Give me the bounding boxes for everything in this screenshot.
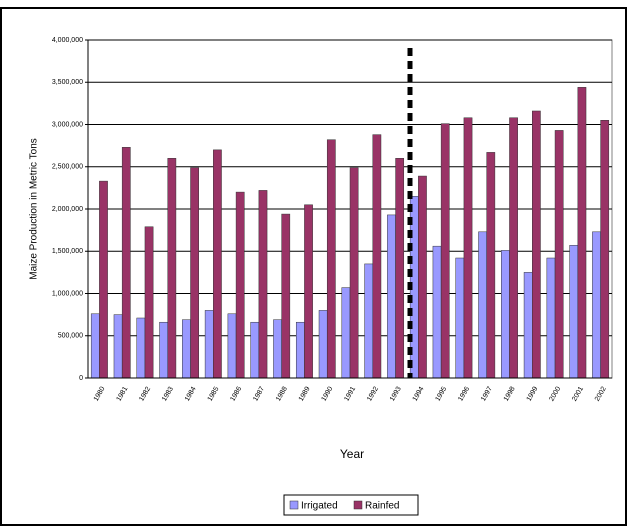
bar [326, 139, 336, 379]
bar [440, 123, 450, 379]
y-tick-label: 3,000,000 [52, 121, 83, 128]
bar [592, 231, 601, 379]
bar [532, 110, 541, 379]
y-tick-label: 1,500,000 [52, 248, 83, 255]
legend-label: Rainfed [365, 501, 399, 512]
bar [144, 226, 154, 379]
bar [577, 87, 587, 379]
bar [387, 214, 396, 379]
bar [113, 314, 123, 379]
bar [318, 310, 328, 379]
bar [341, 287, 351, 379]
legend-swatch [289, 500, 299, 510]
bar [190, 167, 199, 379]
bar [90, 313, 100, 379]
bar [273, 319, 282, 379]
bar [159, 321, 168, 379]
bar [235, 191, 245, 379]
bar [463, 117, 473, 379]
bar [304, 204, 313, 379]
legend-swatch [353, 500, 363, 510]
y-tick-label: 2,500,000 [52, 164, 83, 171]
bar [167, 158, 177, 379]
x-axis-label: Year [340, 447, 364, 461]
legend-box [283, 494, 419, 516]
bar [501, 250, 510, 379]
bar [554, 130, 564, 379]
bar [121, 147, 131, 379]
y-tick-label: 0 [79, 375, 83, 382]
bar [372, 134, 382, 379]
bar [364, 263, 374, 379]
y-tick-label: 500,000 [58, 333, 83, 340]
bar [295, 321, 305, 379]
bar [478, 231, 487, 379]
bar [281, 213, 291, 379]
bar [99, 180, 108, 379]
bar [227, 313, 237, 379]
y-tick-label: 4,000,000 [52, 37, 83, 44]
bar [182, 319, 191, 379]
y-tick-label: 1,000,000 [52, 290, 83, 297]
bar [569, 245, 579, 379]
bar [509, 117, 518, 379]
bar [136, 317, 146, 379]
bar [432, 245, 442, 379]
bar [600, 120, 610, 379]
y-tick-label: 3,500,000 [52, 79, 83, 86]
bar [486, 152, 496, 379]
bar [258, 190, 268, 379]
bar [395, 158, 405, 379]
bar [418, 175, 427, 379]
bar [349, 167, 359, 379]
bar [250, 321, 260, 379]
legend-label: Irrigated [301, 501, 338, 512]
bar [523, 272, 533, 379]
y-tick-label: 2,000,000 [52, 206, 83, 213]
y-axis-label: Maize Production in Metric Tons [29, 138, 40, 280]
bar [455, 257, 465, 379]
bar [546, 257, 556, 379]
bar [204, 310, 214, 379]
bar [213, 149, 222, 379]
